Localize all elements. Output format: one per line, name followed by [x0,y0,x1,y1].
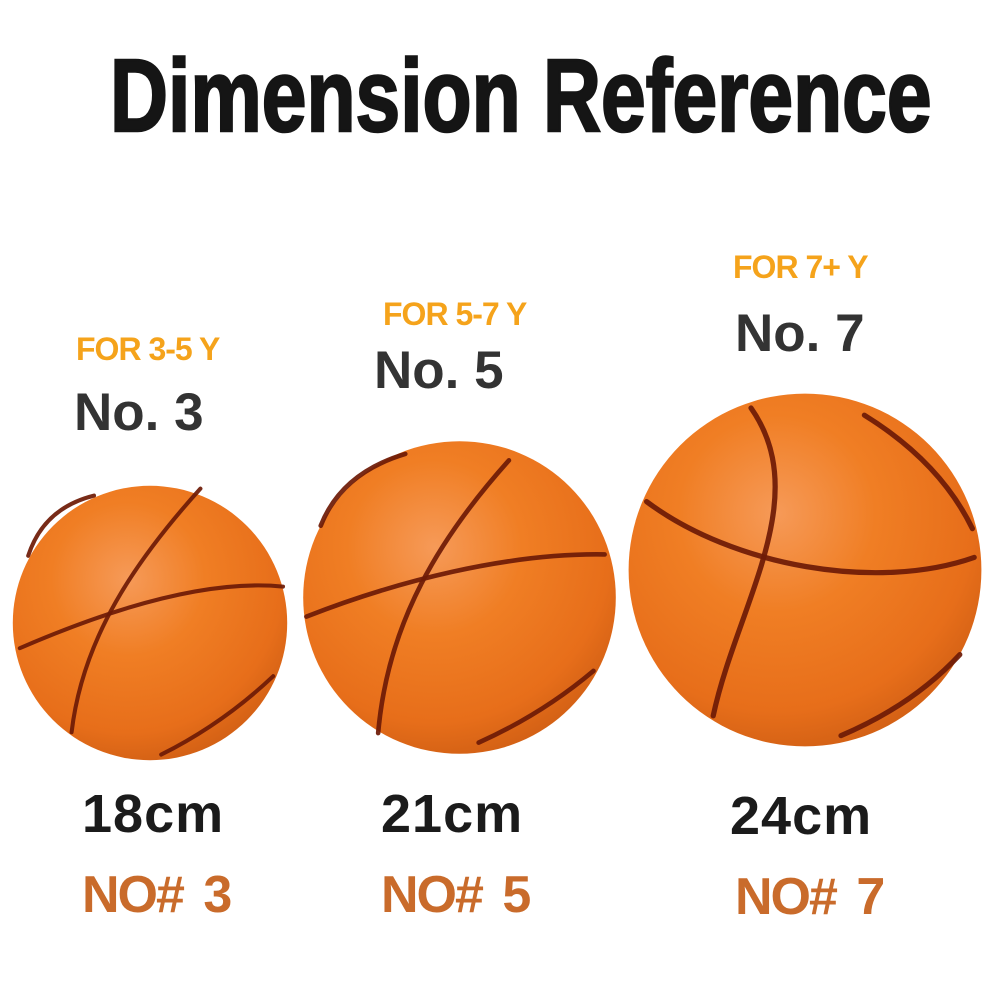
diameter-label-no5: 21cm [381,784,524,844]
page-title: Dimension Reference [109,38,932,153]
size-code-label-no7: NO# 7 [735,868,885,926]
basketball-seams [304,451,607,745]
size-code-label-no3: NO# 3 [82,866,232,924]
age-range-label-no5: FOR 5-7 Y [383,296,527,332]
basketball-no3-image [12,485,288,761]
size-code-label-no5: NO# 5 [381,866,531,924]
ball-number-label-no5: No. 5 [374,341,504,400]
basketball-seams [643,405,977,739]
ball-number-label-no7: No. 7 [735,304,865,363]
age-range-label-no7: FOR 7+ Y [733,249,869,285]
basketball-no7-image [628,393,982,747]
basketball-seams [17,486,286,757]
diameter-label-no3: 18cm [82,784,225,844]
diameter-label-no7: 24cm [730,786,873,846]
ball-number-label-no3: No. 3 [74,383,204,442]
basketball-no5-image [303,441,616,754]
age-range-label-no3: FOR 3-5 Y [76,331,220,367]
